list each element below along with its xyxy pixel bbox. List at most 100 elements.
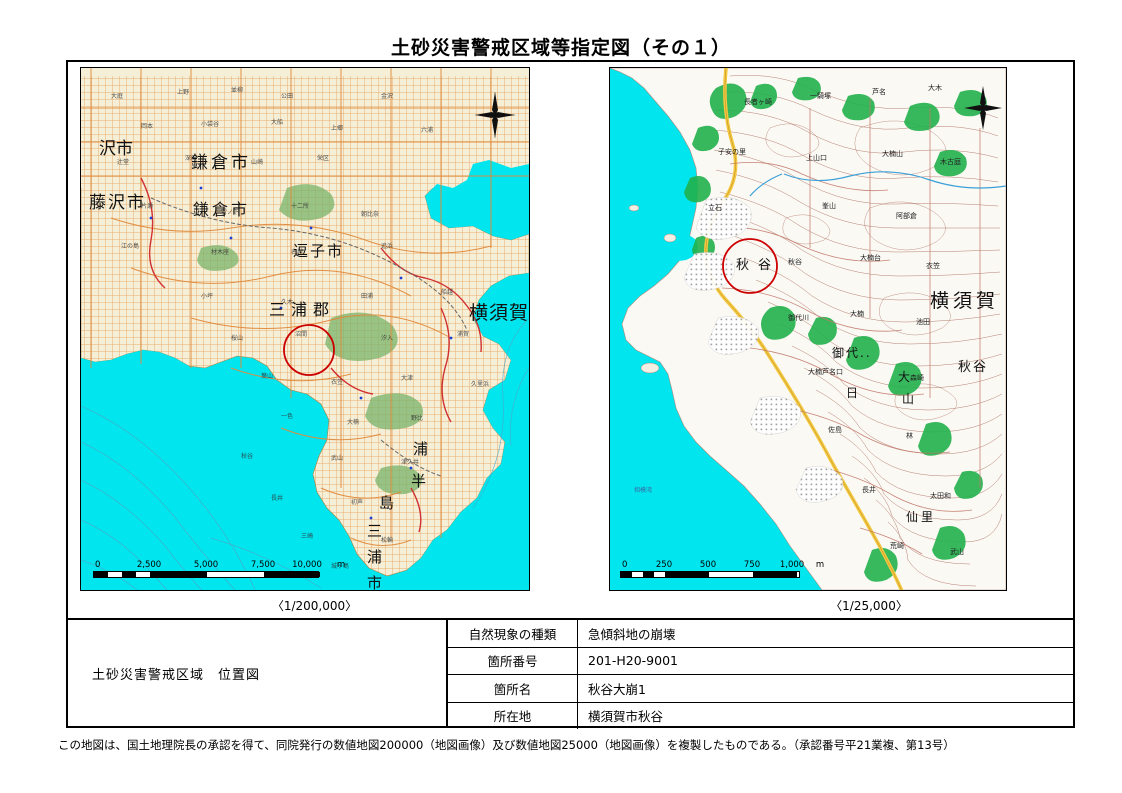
svg-text:沼間: 沼間 xyxy=(295,330,307,338)
row-value-phenomenon: 急傾斜地の崩壊 xyxy=(577,620,1073,648)
table-row: 自然現象の種類 急傾斜地の崩壊 xyxy=(448,620,1073,648)
svg-text:野比: 野比 xyxy=(411,414,423,422)
svg-text:久里浜: 久里浜 xyxy=(471,380,489,388)
svg-text:岡本: 岡本 xyxy=(141,122,153,130)
svg-text:秋谷: 秋谷 xyxy=(788,257,802,266)
svg-text:木古庭: 木古庭 xyxy=(940,157,961,166)
row-value-site-name: 秋谷大崩1 xyxy=(577,674,1073,703)
svg-text:大楠: 大楠 xyxy=(850,309,864,318)
svg-text:初声: 初声 xyxy=(351,498,363,506)
svg-text:森崎: 森崎 xyxy=(910,373,924,382)
info-band: 土砂災害警戒区域 位置図 自然現象の種類 急傾斜地の崩壊 箇所番号 201-H2… xyxy=(68,620,1073,729)
svg-text:上野: 上野 xyxy=(177,88,189,96)
svg-text:佐島: 佐島 xyxy=(828,425,842,434)
svg-text:阿部倉: 阿部倉 xyxy=(896,211,917,220)
svg-text:立石: 立石 xyxy=(708,203,722,212)
svg-text:大楠: 大楠 xyxy=(347,418,359,426)
svg-text:池田: 池田 xyxy=(916,317,930,326)
map-detail-minor-labels: 長者ヶ崎一騎塚 芦名 大木 子安の里上山口 大楠山木古庭 立石 峯山 阿部倉 秋谷大… xyxy=(634,83,964,556)
svg-text:公田: 公田 xyxy=(281,93,293,100)
row-label-site-name: 箇所名 xyxy=(448,674,578,703)
band-separator xyxy=(68,618,1073,620)
svg-text:太田和: 太田和 xyxy=(930,491,951,500)
map-cell-left: 大庭 上野 並柳公田 岡本 小袋谷 大船上郷 辻堂 深沢 山崎 栄区 金沢六浦 片瀬雪ノ… xyxy=(68,62,541,618)
site-marker-circle-detail xyxy=(722,238,778,294)
svg-text:山崎: 山崎 xyxy=(251,158,263,166)
svg-text:大津: 大津 xyxy=(401,374,413,382)
content-frame: 大庭 上野 並柳公田 岡本 小袋谷 大船上郷 辻堂 深沢 山崎 栄区 金沢六浦 片瀬雪ノ… xyxy=(66,60,1075,729)
svg-text:並柳: 並柳 xyxy=(231,86,243,94)
scalebar-overview: 0 2,500 5,000 7,500 10,000 m xyxy=(93,560,346,578)
svg-text:津久井: 津久井 xyxy=(401,458,419,466)
location-map-title-cell: 土砂災害警戒区域 位置図 xyxy=(68,620,446,726)
svg-text:汐入: 汐入 xyxy=(381,334,393,342)
svg-text:秋谷: 秋谷 xyxy=(241,452,253,460)
svg-text:大楠山: 大楠山 xyxy=(882,149,903,158)
table-row: 箇所番号 201-H20-9001 xyxy=(448,646,1073,675)
svg-text:芦名: 芦名 xyxy=(872,87,886,96)
map-detail-caption: 〈1/25,000〉 xyxy=(830,599,908,613)
svg-text:城ヶ島: 城ヶ島 xyxy=(331,562,349,570)
svg-text:荒崎: 荒崎 xyxy=(890,541,904,550)
map-cell-right: 長者ヶ崎 一騎塚 芦名 大木 子安の里 上山口 大楠山 木古庭 立石 峯山 阿部倉 秋谷大… xyxy=(541,62,1073,618)
svg-text:武山: 武山 xyxy=(950,547,964,556)
svg-text:十二所: 十二所 xyxy=(291,202,309,210)
map-overview-svg xyxy=(81,68,529,590)
scalebar-overview-labels: 0 2,500 5,000 7,500 10,000 m xyxy=(95,560,346,570)
svg-text:朝比奈: 朝比奈 xyxy=(361,210,379,218)
svg-text:上山口: 上山口 xyxy=(806,153,827,162)
svg-text:栄区: 栄区 xyxy=(317,154,329,162)
svg-text:小坪: 小坪 xyxy=(201,292,213,300)
map-overview-caption: 〈1/200,000〉 xyxy=(271,599,358,613)
svg-text:上郷: 上郷 xyxy=(331,124,343,132)
svg-text:一色: 一色 xyxy=(281,412,293,420)
svg-text:深沢: 深沢 xyxy=(185,154,197,162)
svg-text:御代川: 御代川 xyxy=(788,313,809,322)
svg-text:桜山: 桜山 xyxy=(231,334,243,342)
map-detail-25000[interactable]: 長者ヶ崎 一騎塚 芦名 大木 子安の里 上山口 大楠山 木古庭 立石 峯山 阿部倉 秋谷大… xyxy=(609,67,1007,591)
svg-text:子安の里: 子安の里 xyxy=(718,147,746,156)
scalebar-overview-bar xyxy=(93,571,320,578)
map-overview-200000[interactable]: 大庭 上野 並柳公田 岡本 小袋谷 大船上郷 辻堂 深沢 山崎 栄区 金沢六浦 片瀬雪ノ… xyxy=(80,67,530,591)
svg-text:長者ヶ崎: 長者ヶ崎 xyxy=(744,97,772,106)
svg-text:追浜: 追浜 xyxy=(381,242,393,250)
svg-text:材木座: 材木座 xyxy=(211,248,229,256)
svg-text:三崎: 三崎 xyxy=(301,532,313,540)
site-info-table: 自然現象の種類 急傾斜地の崩壊 箇所番号 201-H20-9001 箇所名 秋谷… xyxy=(446,620,1073,729)
svg-text:田浦: 田浦 xyxy=(361,292,373,300)
north-arrow-icon-detail xyxy=(964,86,1002,130)
table-row: 所在地 横須賀市秋谷 xyxy=(448,701,1073,729)
svg-text:六浦: 六浦 xyxy=(421,126,433,134)
scalebar-detail-labels: 0 250 500 750 1,000 m xyxy=(622,560,825,570)
svg-text:片瀬: 片瀬 xyxy=(141,202,153,210)
svg-text:金沢: 金沢 xyxy=(381,92,393,100)
svg-text:武山: 武山 xyxy=(331,454,343,462)
svg-text:大船: 大船 xyxy=(271,118,283,126)
scalebar-detail: 0 250 500 750 1,000 m xyxy=(620,560,825,578)
svg-text:大楠台: 大楠台 xyxy=(860,253,881,262)
row-label-address: 所在地 xyxy=(448,701,578,729)
svg-text:雪ノ下: 雪ノ下 xyxy=(221,209,239,216)
map-band: 大庭 上野 並柳公田 岡本 小袋谷 大船上郷 辻堂 深沢 山崎 栄区 金沢六浦 片瀬雪ノ… xyxy=(68,62,1073,618)
svg-text:大木: 大木 xyxy=(928,83,942,92)
svg-text:松輪: 松輪 xyxy=(381,536,393,544)
svg-text:名越: 名越 xyxy=(291,248,303,256)
scalebar-detail-bar xyxy=(620,571,800,578)
row-label-phenomenon: 自然現象の種類 xyxy=(448,620,578,648)
svg-text:小袋谷: 小袋谷 xyxy=(201,120,219,128)
svg-text:辻堂: 辻堂 xyxy=(117,158,129,166)
svg-text:衣笠: 衣笠 xyxy=(926,261,940,270)
svg-text:峯山: 峯山 xyxy=(822,201,836,210)
row-label-site-number: 箇所番号 xyxy=(448,646,578,675)
site-marker-circle xyxy=(283,324,335,376)
svg-text:大庭: 大庭 xyxy=(111,92,123,100)
north-arrow-icon xyxy=(475,92,515,138)
location-map-title: 土砂災害警戒区域 位置図 xyxy=(92,667,261,683)
copyright-note: この地図は、国土地理院長の承認を得て、同院発行の数値地図200000（地図画像）… xyxy=(58,738,955,752)
map-detail-svg xyxy=(610,68,1006,590)
svg-text:長井: 長井 xyxy=(271,494,283,502)
svg-text:衣笠: 衣笠 xyxy=(331,378,343,386)
svg-text:浦賀: 浦賀 xyxy=(457,330,469,338)
